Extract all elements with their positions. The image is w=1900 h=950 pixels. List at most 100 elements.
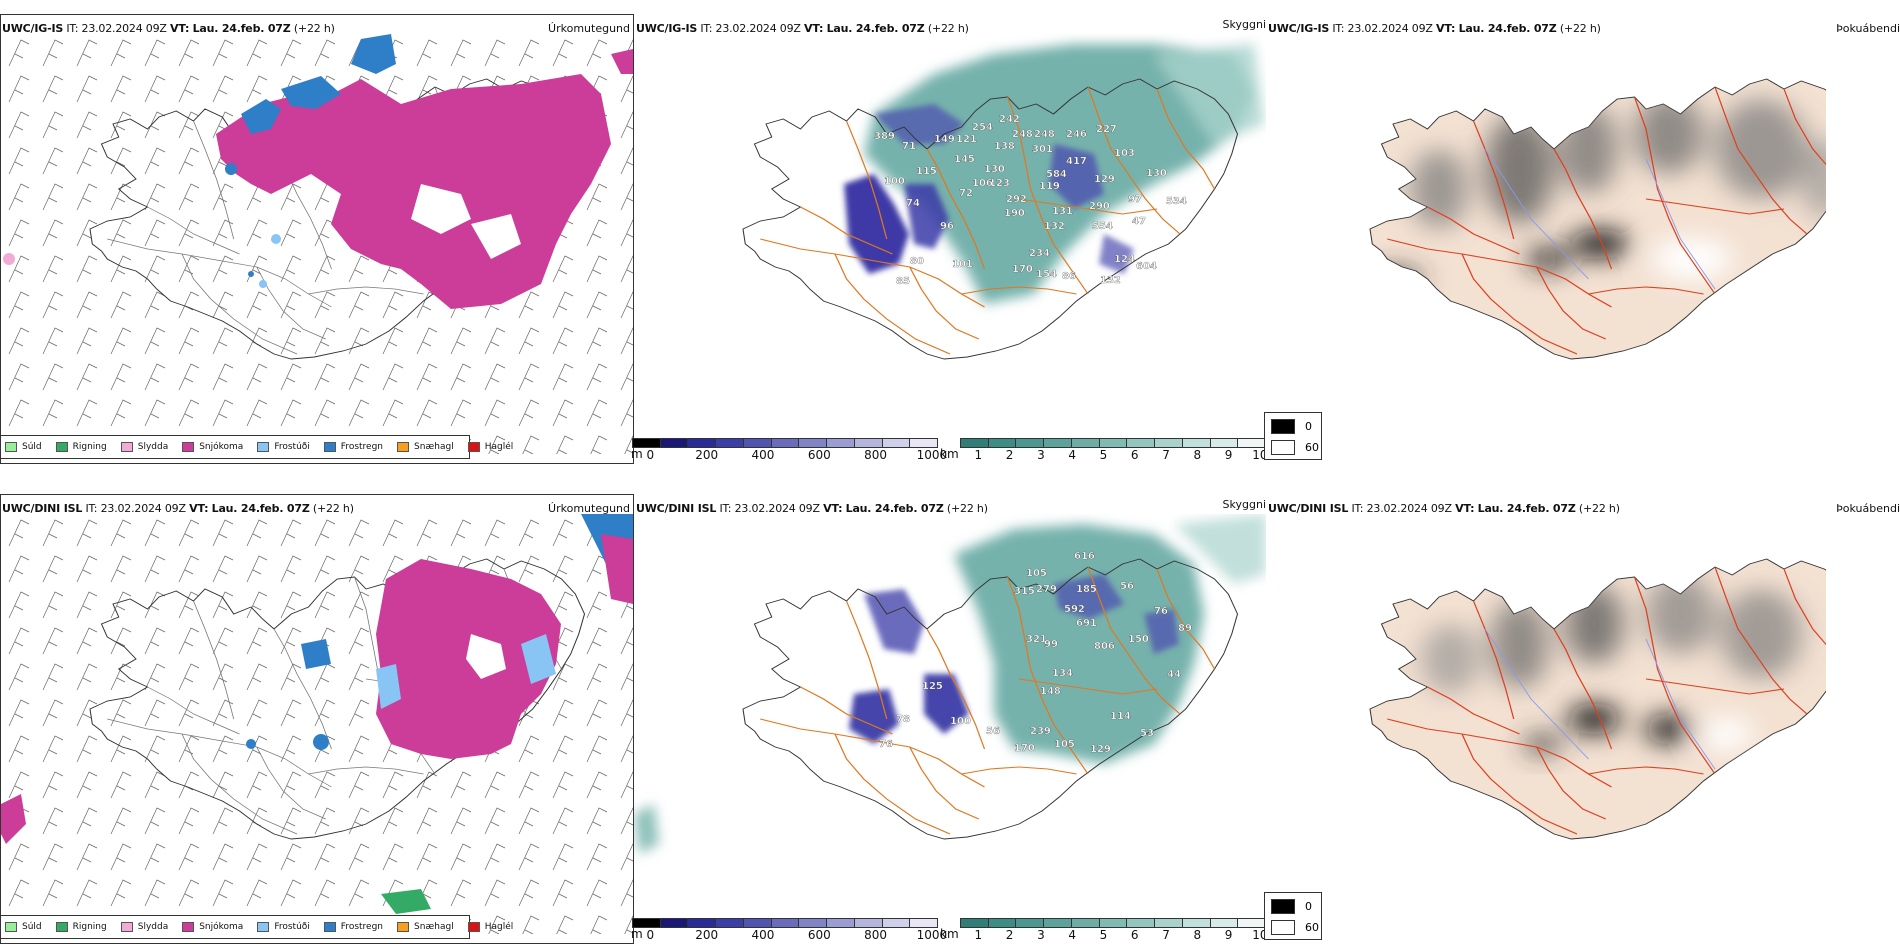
scale-tick-label: 3 [1037,448,1045,462]
scale-tick-label: 600 [807,448,831,462]
legend-label: Rigning [72,442,107,452]
legend-label: Súld [22,922,42,932]
run-header-bottom-3: UWC/DINI ISL IT: 23.02.2024 09Z VT: Lau.… [1268,502,1620,515]
scale-swatch [827,919,855,927]
visibility-value-label: 554 [1092,221,1113,232]
scale-swatch [743,439,772,447]
swatch [120,922,133,932]
model-name: UWC/IG-IS [2,22,64,35]
scale-swatch [633,919,661,927]
swatch [397,442,410,452]
visibility-value-label: 105 [1054,739,1075,750]
model-name: UWC/IG-IS [636,22,698,35]
fog-panel-title: Þokuábendi [1836,22,1900,35]
swatch [55,442,68,452]
scale-swatch [1155,439,1183,447]
model-name: UWC/IG-IS [1268,22,1330,35]
run-header-bottom-2: UWC/DINI ISL IT: 23.02.2024 09Z VT: Lau.… [636,502,988,515]
visibility-value-label: 246 [1066,129,1087,140]
scale-swatch [743,919,772,927]
visibility-panel-title: Skyggni [1222,18,1266,31]
fog-legend-label: 0 [1305,900,1312,913]
scale-tick-label: 200 [695,928,719,942]
legend-item: Snjókoma [182,442,243,452]
visibility-value-label: 76 [1154,606,1168,617]
visibility-value-label: 592 [1064,604,1085,615]
scale-tick-label: 7 [1162,928,1170,942]
vt-label: VT: [189,502,209,515]
legend-label: Snæhagl [414,442,454,452]
visibility-value-label: 150 [1128,634,1149,645]
swatch [120,442,133,452]
visibility-value-label: 417 [1066,156,1087,167]
scale-swatch [961,919,989,927]
scale-tick-label: 2 [1005,448,1014,462]
vt-label: VT: [170,22,190,35]
scale-tick-label: 0 [646,928,655,942]
visibility-map-bottom: 616 105 315 279 185 56 592 76 691 89 321 150 99 806 13… [634,514,1266,854]
visibility-value-label: 806 [1094,641,1115,652]
visibility-value-label: 248 [1012,129,1033,140]
visibility-value-label: 148 [1040,686,1061,697]
visibility-panel-bottom: UWC/DINI ISL IT: 23.02.2024 09Z VT: Lau.… [631,494,1268,944]
scale-swatch [1182,439,1211,447]
visibility-value-label: 119 [1039,181,1060,192]
legend-item: Slydda [120,922,168,932]
vt-label: VT: [1436,22,1456,35]
scale-tick-label: 5 [1099,928,1108,942]
visibility-panel-top: UWC/IG-IS IT: 23.02.2024 09Z VT: Lau. 24… [631,14,1268,464]
visibility-value-label: 99 [1044,639,1058,650]
scale-tick-label: 1000 [916,448,948,462]
snow-area [3,34,633,309]
legend-item: Súld [5,922,42,932]
scale-tick-label: 800 [864,928,888,942]
scale-tick-label: 200 [695,448,719,462]
swatch [5,442,17,452]
swatch [257,442,270,452]
scale-tick-label: 10 [1252,928,1268,942]
visibility-value-label: 134 [1052,668,1073,679]
visibility-value-label: 254 [972,122,993,133]
visibility-value-label: 234 [1029,248,1050,259]
precip-panel-top: UWC/IG-IS IT: 23.02.2024 09Z VT: Lau. 24… [0,14,634,464]
swatch [257,922,270,932]
legend-label: Frostregn [340,922,384,932]
it-label: IT: [719,502,732,515]
scale-swatch [1127,439,1156,447]
scale-swatch [1155,919,1183,927]
it-value: 23.02.2024 09Z [81,22,167,35]
model-name: UWC/DINI ISL [636,502,717,515]
scale-tick-label: 400 [751,928,775,942]
fog-map-top [1369,78,1826,360]
scale-swatch [660,919,689,927]
fog-legend-top: 0 60 [1264,412,1322,460]
scale-tick-label: 4 [1068,928,1077,942]
scale-tick-label: 800 [864,448,888,462]
precip-map-bottom [1,514,633,934]
visibility-value-label: 242 [999,114,1020,125]
visibility-value-label: 154 [1036,269,1057,280]
scale-tick-label: 8 [1193,928,1202,942]
scale-tick-label: 1 [974,928,983,942]
fog-legend-label: 0 [1305,420,1312,433]
scale-km-unit: km [940,447,959,461]
it-value: 23.02.2024 09Z [734,502,820,515]
scale-km-unit: km [940,927,959,941]
swatch [55,922,68,932]
scale-m-labels: 0 200 400 600 800 1000 [632,448,948,462]
scale-km-bottom: 1 2 3 4 5 6 7 8 9 10 km [940,918,1268,942]
scale-swatch [1127,919,1156,927]
visibility-value-label: 321 [1026,634,1047,645]
scale-swatch [988,919,1017,927]
cloud-field [634,514,1266,854]
visibility-value-label: 105 [1026,568,1047,579]
it-label: IT: [700,22,713,35]
fog-legend-label: 60 [1305,441,1319,454]
visibility-value-label: 121 [956,134,977,145]
scale-swatch [910,919,938,927]
scale-km-labels: 1 2 3 4 5 6 7 8 9 10 [960,448,1268,462]
visibility-value-label: 86 [1062,271,1076,282]
scale-swatch [1210,919,1239,927]
scale-swatch [1238,439,1266,447]
